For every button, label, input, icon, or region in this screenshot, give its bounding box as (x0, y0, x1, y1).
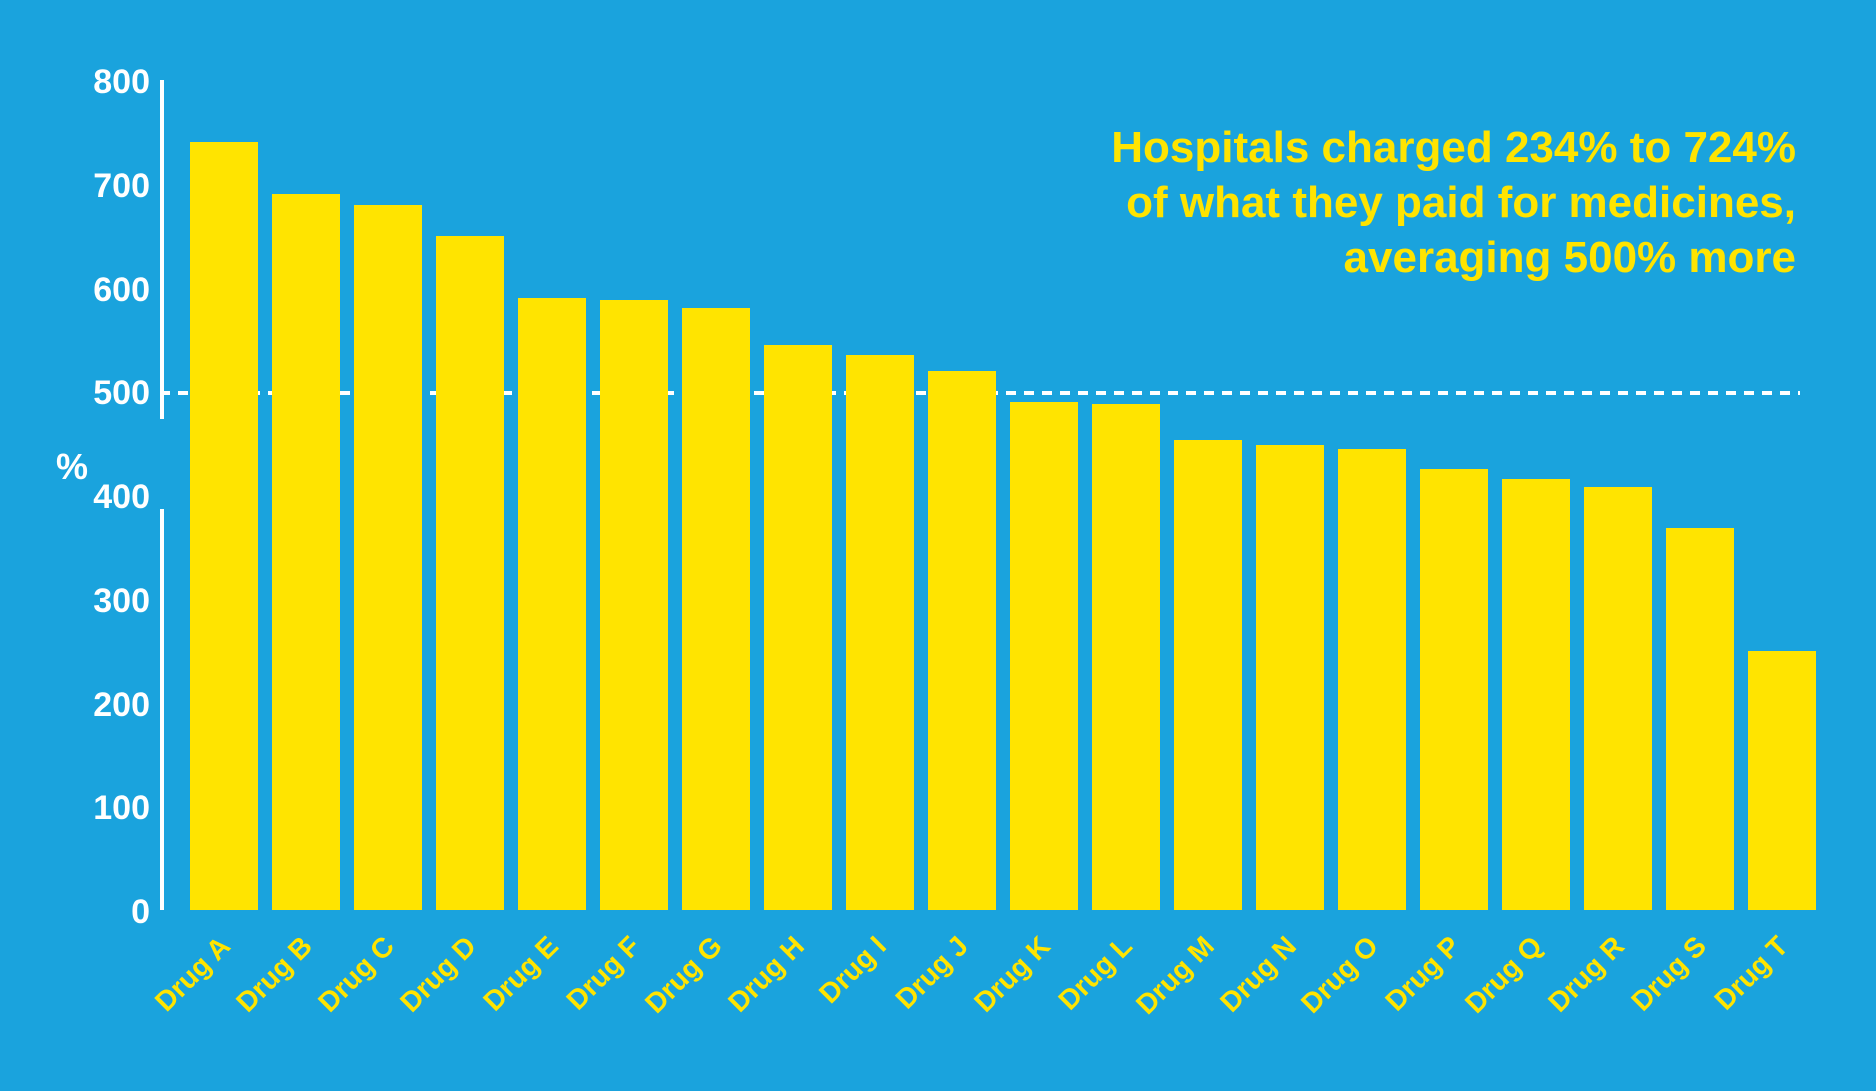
bar (1666, 528, 1734, 910)
y-tick-label: 700 (60, 167, 150, 206)
x-category-label: Drug E (477, 930, 565, 1018)
x-category-label: Drug F (560, 930, 646, 1016)
x-category-label: Drug B (230, 930, 319, 1019)
y-tick-label: 500 (60, 374, 150, 413)
x-category-label: Drug L (1052, 930, 1138, 1016)
bar (846, 355, 914, 910)
x-category-label: Drug R (1542, 930, 1631, 1019)
plot-area (160, 80, 1800, 910)
bar (190, 142, 258, 910)
x-category-label: Drug H (722, 930, 811, 1019)
bar (1010, 402, 1078, 910)
bar (928, 371, 996, 911)
y-tick-label: 300 (60, 582, 150, 621)
x-category-label: Drug N (1214, 930, 1303, 1019)
bar (682, 308, 750, 910)
x-category-label: Drug O (1295, 930, 1385, 1020)
y-axis-bottom (160, 509, 164, 910)
bar (1584, 487, 1652, 910)
bar (354, 205, 422, 911)
x-category-label: Drug P (1379, 930, 1467, 1018)
bar (1420, 469, 1488, 910)
bar (272, 194, 340, 910)
y-tick-label: 100 (60, 789, 150, 828)
chart-canvas: Hospitals charged 234% to 724% of what t… (0, 0, 1876, 1091)
x-category-label: Drug M (1130, 930, 1221, 1021)
x-category-label: Drug S (1625, 930, 1713, 1018)
bar (1174, 440, 1242, 910)
bar (764, 345, 832, 910)
y-tick-label: 600 (60, 271, 150, 310)
bar (600, 300, 668, 910)
bar (518, 298, 586, 910)
x-category-label: Drug J (889, 930, 974, 1015)
y-tick-label: 800 (60, 63, 150, 102)
y-tick-label: 400 (60, 478, 150, 517)
bar (1092, 404, 1160, 910)
x-category-label: Drug K (968, 930, 1057, 1019)
y-axis-top (160, 80, 164, 419)
x-category-label: Drug T (1708, 930, 1794, 1016)
x-category-label: Drug C (312, 930, 401, 1019)
y-tick-label: 200 (60, 686, 150, 725)
bar (1502, 479, 1570, 910)
x-category-label: Drug A (149, 930, 237, 1018)
y-tick-label: 0 (60, 893, 150, 932)
bar (1748, 651, 1816, 910)
x-category-label: Drug I (813, 930, 893, 1010)
x-category-label: Drug G (639, 930, 729, 1020)
x-category-label: Drug Q (1459, 930, 1549, 1020)
bar (436, 236, 504, 910)
x-category-label: Drug D (394, 930, 483, 1019)
bar (1338, 449, 1406, 910)
bar (1256, 445, 1324, 910)
